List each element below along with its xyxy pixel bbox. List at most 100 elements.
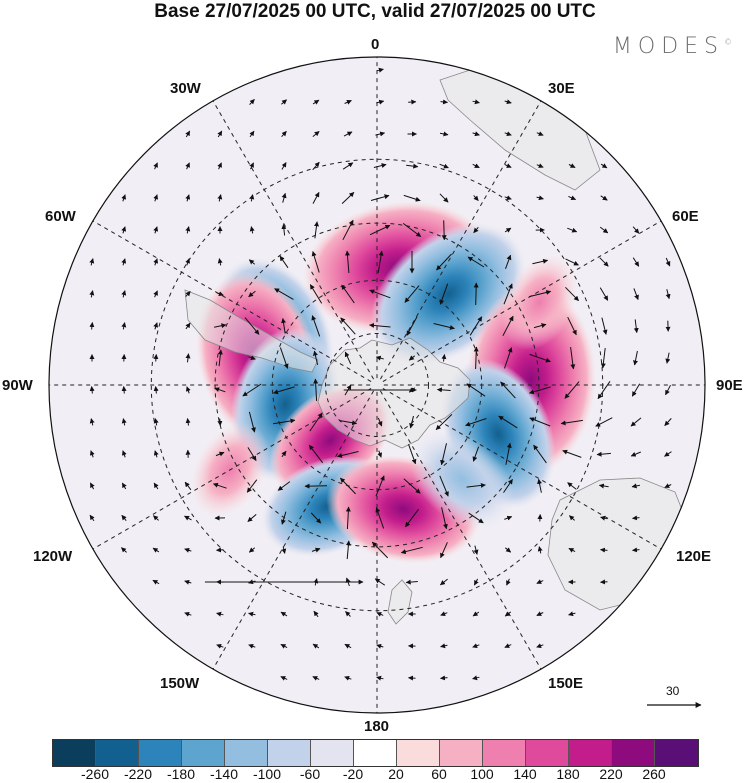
colorbar-tick-label: 60 — [431, 766, 447, 782]
wind-vector — [279, 347, 289, 369]
wind-vector — [248, 290, 256, 298]
colorbar-tick-label: 260 — [642, 766, 666, 782]
wind-vector — [440, 542, 448, 559]
wind-vector — [281, 450, 287, 458]
wind-vector — [121, 290, 127, 298]
wind-vector — [440, 443, 447, 466]
meridian-line — [382, 220, 662, 383]
lon-label-90w: 90W — [2, 377, 33, 394]
wind-vector — [248, 547, 256, 553]
south-america-outline — [184, 289, 319, 373]
wind-vector — [440, 611, 448, 616]
wind-vector — [665, 257, 671, 267]
wind-vector — [562, 449, 582, 458]
colorbar-tick-label: -20 — [342, 766, 364, 782]
wind-vector — [568, 195, 577, 201]
wind-vector — [214, 387, 226, 393]
wind-vector — [217, 418, 223, 426]
map-border — [48, 56, 706, 714]
wind-vector — [242, 383, 262, 397]
wind-vector — [312, 643, 320, 649]
wind-vector — [246, 479, 258, 493]
colorbar-swatch — [182, 740, 225, 766]
wind-vector — [466, 383, 486, 397]
wind-vector — [216, 611, 224, 617]
wind-vector — [536, 163, 544, 168]
lon-label-30e: 30E — [548, 80, 575, 97]
wind-vector — [345, 506, 351, 530]
wind-vector — [409, 415, 415, 429]
wind-vector — [216, 547, 224, 553]
wind-vector — [504, 195, 512, 201]
wind-vector — [153, 226, 159, 234]
wind-vector — [369, 289, 391, 299]
wind-vector — [598, 483, 609, 489]
wind-vector — [441, 354, 447, 362]
wind-vector — [595, 417, 613, 427]
reference-vector-value: 30 — [666, 684, 680, 698]
wind-vector — [504, 547, 512, 553]
wind-vector — [121, 514, 127, 522]
wind-vector — [281, 546, 287, 554]
logo-text: MODES — [612, 34, 724, 59]
wind-vector — [664, 418, 672, 426]
wind-vector — [121, 418, 127, 426]
wind-vector — [567, 482, 577, 490]
wind-vector — [341, 284, 355, 304]
wind-vector — [313, 610, 319, 618]
wind-vector — [564, 381, 580, 399]
wind-vector — [249, 162, 254, 170]
wind-vector — [473, 282, 479, 306]
wind-vector — [217, 349, 223, 367]
wind-vector — [567, 316, 577, 336]
wind-vector — [340, 317, 356, 335]
wind-vector — [312, 161, 320, 171]
wind-vector — [599, 257, 609, 267]
wind-vector — [216, 291, 224, 297]
wind-vector — [506, 578, 511, 586]
wind-vector — [408, 355, 416, 361]
wind-vector — [280, 611, 288, 617]
wind-vector — [433, 323, 455, 330]
wind-vector — [505, 254, 512, 269]
wind-vector — [504, 163, 512, 168]
wind-vector — [375, 131, 386, 137]
wind-vector — [439, 193, 449, 203]
wind-vector — [376, 643, 384, 649]
wind-vector — [121, 386, 127, 394]
colorbar-tick-label: 140 — [513, 766, 537, 782]
wind-vector — [436, 253, 452, 271]
colorbar-swatch — [655, 740, 698, 766]
colorbar-tick-label: 100 — [470, 766, 494, 782]
wind-vector — [537, 546, 543, 554]
wind-vector — [504, 227, 512, 233]
colorbar-tick-label: -220 — [123, 766, 153, 782]
colorbar-swatch — [397, 740, 440, 766]
lon-label-120w: 120W — [33, 548, 73, 565]
wind-vector — [274, 288, 294, 300]
wind-vector — [376, 99, 385, 105]
wind-vector — [185, 162, 190, 170]
wind-vector — [89, 482, 95, 490]
wind-vector — [217, 162, 222, 170]
wind-vector — [469, 316, 483, 336]
wind-vector — [568, 611, 576, 617]
wind-vector — [435, 414, 453, 430]
wind-vector — [153, 482, 159, 490]
wind-vector — [376, 675, 384, 681]
wind-vector — [468, 512, 484, 524]
meridian-line — [382, 387, 662, 550]
wind-vector — [373, 163, 387, 169]
wind-vector — [529, 353, 551, 363]
wind-vector — [600, 547, 608, 553]
colorbar-swatch — [354, 740, 397, 766]
wind-vector — [277, 481, 291, 491]
wind-vector — [466, 482, 486, 488]
wind-vector — [217, 194, 223, 202]
meridian-line — [92, 220, 372, 383]
wind-vector — [533, 323, 547, 329]
colorbar-swatch — [268, 740, 311, 766]
wind-vector — [281, 511, 287, 525]
wind-vector — [404, 508, 420, 528]
wind-vector — [665, 289, 671, 300]
